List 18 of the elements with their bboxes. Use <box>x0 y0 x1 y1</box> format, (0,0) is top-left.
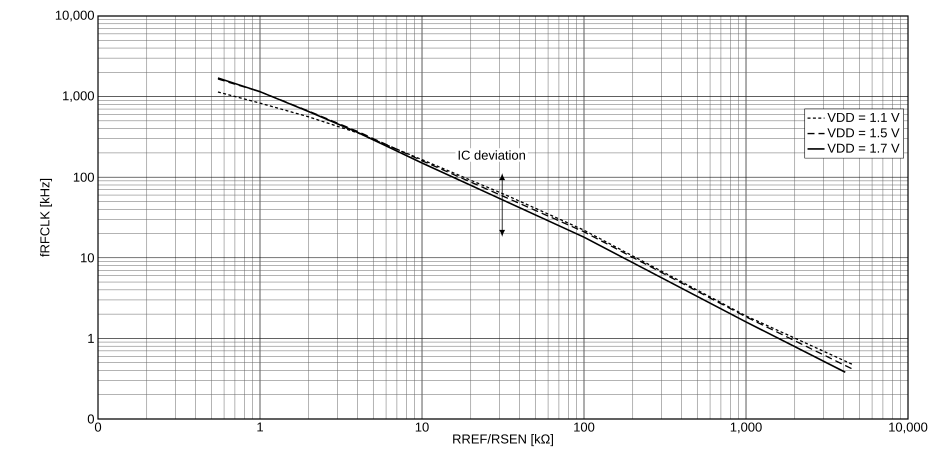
x-axis-title: RREF/RSEN [kΩ] <box>453 434 553 446</box>
y-axis-title: fRFCLK [kHz] <box>40 178 52 257</box>
y-tick-label: 1,000 <box>63 91 94 102</box>
y-tick-label: 100 <box>74 172 94 182</box>
legend-label: VDD = 1.7 V <box>827 144 900 153</box>
x-tick-label: 1,000 <box>730 422 762 434</box>
x-tick-label: 10,000 <box>889 422 928 434</box>
legend-label: VDD = 1.1 V <box>827 112 900 122</box>
y-tick-label: 0 <box>88 414 94 424</box>
x-tick-label: 1 <box>257 422 263 432</box>
y-tick-label: 1 <box>88 334 94 343</box>
legend-label: VDD = 1.5 V <box>827 128 900 138</box>
x-tick-label: 10 <box>416 422 429 432</box>
annotation: IC deviation <box>458 150 525 160</box>
y-tick-label: 10 <box>81 253 94 262</box>
x-tick-label: 100 <box>574 422 594 432</box>
y-tick-label: 10,000 <box>56 10 94 22</box>
x-tick-label: 0 <box>94 422 102 432</box>
